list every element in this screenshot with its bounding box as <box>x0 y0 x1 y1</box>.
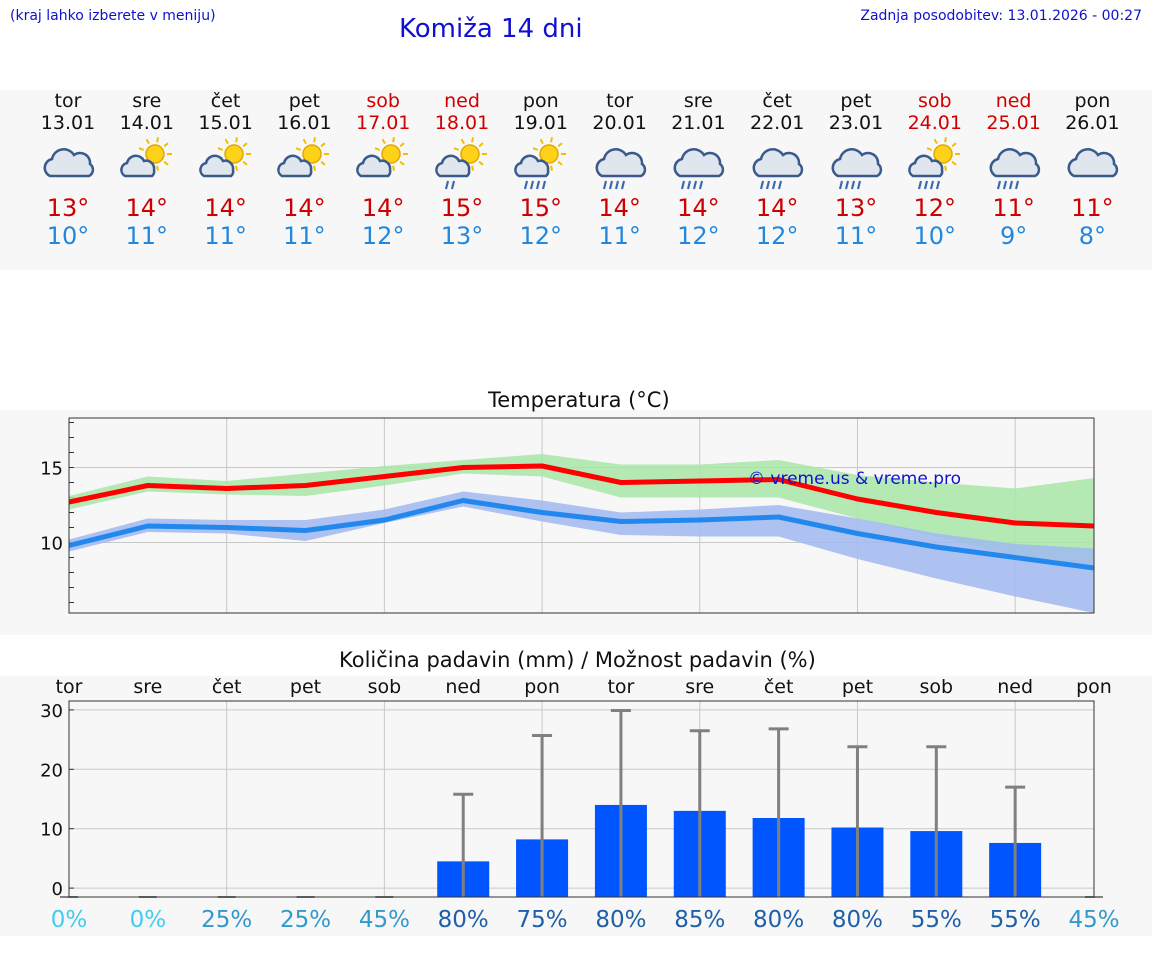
day-column: pon 19.01 15° 12° <box>501 90 581 250</box>
day-date: 24.01 <box>907 112 962 134</box>
day-column: sre 21.01 14° 12° <box>658 90 738 250</box>
day-column: čet 15.01 14° 11° <box>186 90 266 250</box>
day-date: 21.01 <box>671 112 726 134</box>
precipitation-chart-title: Količina padavin (mm) / Možnost padavin … <box>339 648 816 672</box>
day-date: 13.01 <box>40 112 96 134</box>
max-temp: 14° <box>204 194 247 222</box>
page-title: Komiža 14 dni <box>399 14 583 44</box>
day-name: pon <box>1074 90 1111 112</box>
sun-shower-icon <box>895 136 975 192</box>
temperature-band <box>0 410 1152 635</box>
cloudy-icon <box>1052 136 1132 192</box>
max-temp: 14° <box>283 194 326 222</box>
day-column: sob 24.01 12° 10° <box>895 90 975 250</box>
rain-cloud-icon <box>974 136 1054 192</box>
day-date: 14.01 <box>119 112 174 134</box>
max-temp: 14° <box>125 194 169 222</box>
day-name: sob <box>366 90 400 112</box>
day-date: 16.01 <box>277 112 332 134</box>
max-temp: 11° <box>992 194 1035 222</box>
day-column: ned 25.01 11° 9° <box>974 90 1054 250</box>
max-temp: 13° <box>834 194 878 222</box>
day-column: ned 18.01 15° 13° <box>422 90 502 250</box>
min-temp: 11° <box>204 222 247 250</box>
day-column: sob 17.01 14° 12° <box>343 90 423 250</box>
min-temp: 12° <box>677 222 720 250</box>
min-temp: 11° <box>598 222 641 250</box>
day-name: pon <box>522 90 559 112</box>
last-updated: Zadnja posodobitev: 13.01.2026 - 00:27 <box>860 8 1142 24</box>
precipitation-band <box>0 676 1152 936</box>
cloudy-icon <box>28 136 108 192</box>
day-column: tor 20.01 14° 11° <box>580 90 660 250</box>
rain-cloud-icon <box>816 136 896 192</box>
rain-cloud-icon <box>580 136 660 192</box>
day-name: čet <box>210 90 241 112</box>
day-name: sre <box>132 90 162 112</box>
max-temp: 15° <box>440 194 484 222</box>
day-column: pet 16.01 14° 11° <box>264 90 344 250</box>
day-name: pet <box>840 90 872 112</box>
max-temp: 11° <box>1071 194 1114 222</box>
day-column: pon 26.01 11° 8° <box>1052 90 1132 250</box>
min-temp: 10° <box>46 222 90 250</box>
max-temp: 14° <box>677 194 720 222</box>
day-name: ned <box>995 90 1032 112</box>
max-temp: 14° <box>755 194 799 222</box>
max-temp: 12° <box>913 194 957 222</box>
min-temp: 10° <box>913 222 957 250</box>
day-date: 18.01 <box>434 112 490 134</box>
min-temp: 9° <box>999 222 1028 250</box>
day-date: 25.01 <box>986 112 1041 134</box>
day-date: 22.01 <box>749 112 805 134</box>
day-date: 20.01 <box>592 112 647 134</box>
partly-sunny-icon <box>343 136 423 192</box>
day-name: pet <box>288 90 320 112</box>
min-temp: 11° <box>125 222 169 250</box>
day-date: 15.01 <box>198 112 253 134</box>
max-temp: 13° <box>46 194 90 222</box>
min-temp: 11° <box>283 222 326 250</box>
temperature-chart-title: Temperatura (°C) <box>488 388 670 412</box>
partly-sunny-icon <box>264 136 344 192</box>
min-temp: 13° <box>440 222 484 250</box>
day-column: pet 23.01 13° 11° <box>816 90 896 250</box>
partly-sunny-icon <box>186 136 266 192</box>
day-name: sre <box>683 90 713 112</box>
rain-cloud-icon <box>737 136 817 192</box>
sun-shower-light-icon <box>422 136 502 192</box>
min-temp: 12° <box>755 222 799 250</box>
max-temp: 15° <box>519 194 563 222</box>
day-date: 17.01 <box>355 112 411 134</box>
day-name: tor <box>54 90 82 112</box>
max-temp: 14° <box>598 194 641 222</box>
day-name: ned <box>444 90 480 112</box>
min-temp: 12° <box>519 222 563 250</box>
rain-cloud-icon <box>658 136 738 192</box>
min-temp: 11° <box>834 222 878 250</box>
day-date: 19.01 <box>513 112 568 134</box>
day-name: tor <box>606 90 634 112</box>
day-column: čet 22.01 14° 12° <box>737 90 817 250</box>
min-temp: 12° <box>361 222 405 250</box>
day-date: 23.01 <box>828 112 884 134</box>
sun-shower-icon <box>501 136 581 192</box>
forecast-band <box>0 90 1152 270</box>
day-column: tor 13.01 13° 10° <box>28 90 108 250</box>
day-name: sob <box>918 90 952 112</box>
max-temp: 14° <box>361 194 405 222</box>
min-temp: 8° <box>1078 222 1107 250</box>
day-name: čet <box>762 90 792 112</box>
partly-sunny-icon <box>107 136 187 192</box>
day-column: sre 14.01 14° 11° <box>107 90 187 250</box>
location-hint: (kraj lahko izberete v meniju) <box>10 8 216 24</box>
day-date: 26.01 <box>1065 112 1120 134</box>
